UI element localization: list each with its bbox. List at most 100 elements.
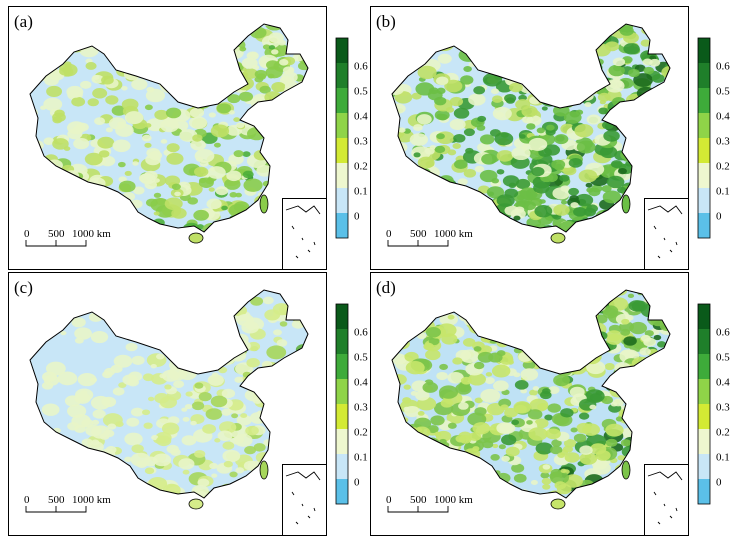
colorbar-tick-label: 0.6 — [716, 327, 730, 339]
colorbar-segment — [698, 304, 710, 329]
colorbar-segment — [336, 38, 348, 63]
colorbar-segment — [336, 329, 348, 354]
colorbar-segment — [336, 113, 348, 138]
colorbar-segment — [698, 113, 710, 138]
colorbar-tick-label: 0.6 — [354, 327, 368, 339]
colorbar-segment — [698, 38, 710, 63]
colorbar-tick-label: 0.1 — [354, 452, 368, 464]
colorbar-segment — [698, 63, 710, 88]
colorbar-segment — [336, 479, 348, 504]
scale-label: 1000 km — [434, 494, 473, 506]
scale-label: 0 — [24, 228, 30, 240]
inset-coastline — [647, 205, 683, 259]
scale-label: 0 — [386, 494, 392, 506]
colorbar-segment — [336, 404, 348, 429]
colorbar-tick-label: 0.1 — [354, 186, 368, 198]
colorbar-segment — [336, 63, 348, 88]
colorbar-tick-label: 0.3 — [354, 136, 368, 148]
inset-coastline — [647, 471, 683, 525]
map-svg: 0 0.1 0.2 0.3 0.4 0.5 0.6 — [370, 272, 730, 536]
colorbar-segment — [336, 429, 348, 454]
scale-label: 500 — [410, 228, 427, 240]
inset-coastline — [285, 471, 321, 525]
colorbar-tick-label: 0.3 — [716, 402, 730, 414]
scale-bar — [387, 506, 449, 513]
map-panel: 0 0.1 0.2 0.3 0.4 0.5 0.6 (c) 0 500 1000 km — [8, 272, 368, 537]
colorbar-segment — [698, 379, 710, 404]
colorbar-segment — [336, 454, 348, 479]
taiwan-island — [621, 460, 631, 480]
scale-label: 1000 km — [72, 494, 111, 506]
china-outline — [391, 23, 671, 233]
colorbar-tick-label: 0.1 — [716, 452, 730, 464]
map-svg: 0 0.1 0.2 0.3 0.4 0.5 0.6 — [8, 272, 368, 536]
colorbar-segment — [698, 454, 710, 479]
colorbar-frame — [335, 37, 349, 239]
map-svg: 0 0.1 0.2 0.3 0.4 0.5 0.6 — [8, 6, 368, 270]
colorbar-segment — [698, 404, 710, 429]
colorbar-tick-label: 0.6 — [716, 61, 730, 73]
colorbar-segment — [698, 213, 710, 238]
scale-label: 1000 km — [72, 228, 111, 240]
inset-coastline — [285, 205, 321, 259]
colorbar-segment — [336, 138, 348, 163]
colorbar-tick-label: 0.1 — [716, 186, 730, 198]
scale-label: 1000 km — [434, 228, 473, 240]
panel-label: (d) — [376, 278, 396, 297]
panel-label: (c) — [14, 278, 33, 297]
colorbar-tick-label: 0.5 — [354, 352, 368, 364]
colorbar-segment — [336, 188, 348, 213]
panel-label: (b) — [376, 12, 396, 31]
hainan-island — [188, 232, 204, 244]
colorbar-tick-label: 0.2 — [716, 161, 730, 173]
taiwan-island — [259, 194, 269, 214]
colorbar-segment — [336, 163, 348, 188]
colorbar-segment — [336, 354, 348, 379]
scale-bar — [25, 506, 87, 513]
china-outline — [29, 23, 309, 233]
colorbar-tick-label: 0.2 — [354, 427, 368, 439]
colorbar-segment — [698, 138, 710, 163]
colorbar-segment — [698, 188, 710, 213]
colorbar-tick-label: 0.2 — [716, 427, 730, 439]
colorbar-tick-label: 0.3 — [354, 402, 368, 414]
colorbar-tick-label: 0 — [354, 477, 360, 489]
colorbar-tick-label: 0 — [716, 211, 722, 223]
scale-label: 500 — [410, 494, 427, 506]
colorbar-tick-label: 0.5 — [354, 86, 368, 98]
china-outline — [29, 289, 309, 499]
hainan-island — [188, 498, 204, 510]
colorbar-frame — [697, 303, 711, 505]
scale-bar — [387, 240, 449, 247]
colorbar-segment — [336, 88, 348, 113]
scale-bar — [25, 240, 87, 247]
colorbar-segment — [698, 354, 710, 379]
colorbar-segment — [336, 213, 348, 238]
colorbar-segment — [336, 379, 348, 404]
taiwan-island — [259, 460, 269, 480]
hainan-island — [550, 498, 566, 510]
colorbar-segment — [698, 88, 710, 113]
colorbar-frame — [335, 303, 349, 505]
colorbar-tick-label: 0.4 — [716, 111, 730, 123]
colorbar-segment — [698, 163, 710, 188]
colorbar-segment — [698, 329, 710, 354]
colorbar-tick-label: 0.4 — [354, 111, 368, 123]
colorbar-segment — [336, 304, 348, 329]
colorbar-tick-label: 0.4 — [354, 377, 368, 389]
colorbar-tick-label: 0.2 — [354, 161, 368, 173]
map-panel: 0 0.1 0.2 0.3 0.4 0.5 0.6 (d) 0 500 1000 km — [370, 272, 730, 537]
colorbar-segment — [698, 479, 710, 504]
colorbar-tick-label: 0.4 — [716, 377, 730, 389]
colorbar-tick-label: 0 — [354, 211, 360, 223]
map-panel: 0 0.1 0.2 0.3 0.4 0.5 0.6 (b) 0 500 1000 km — [370, 6, 730, 271]
colorbar-tick-label: 0 — [716, 477, 722, 489]
hainan-island — [550, 232, 566, 244]
colorbar-tick-label: 0.5 — [716, 352, 730, 364]
scale-label: 0 — [24, 494, 30, 506]
china-outline — [391, 289, 671, 499]
taiwan-island — [621, 194, 631, 214]
scale-label: 500 — [48, 228, 65, 240]
map-svg: 0 0.1 0.2 0.3 0.4 0.5 0.6 — [370, 6, 730, 270]
colorbar-tick-label: 0.5 — [716, 86, 730, 98]
